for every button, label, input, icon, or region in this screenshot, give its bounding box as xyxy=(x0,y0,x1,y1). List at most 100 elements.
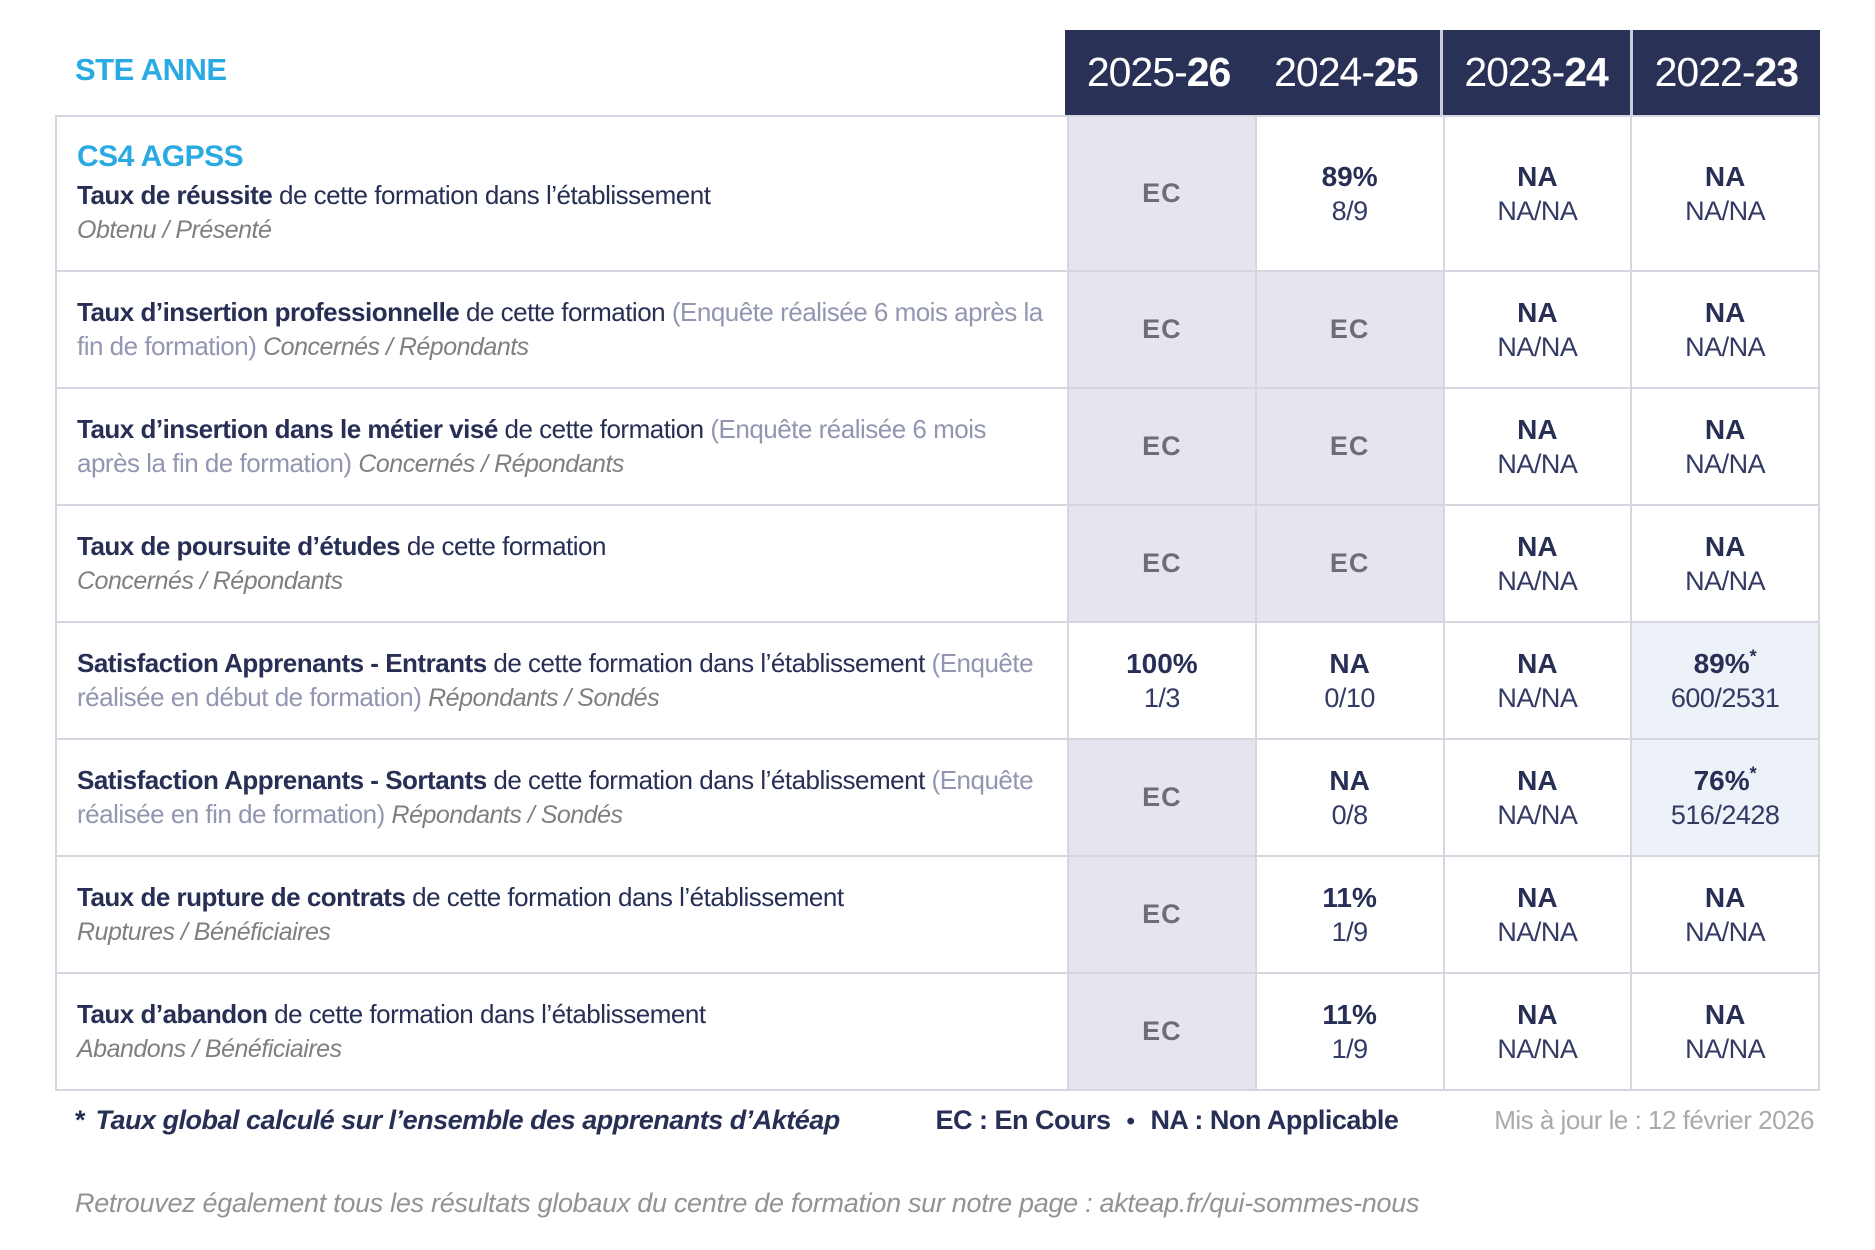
value-sub: NA/NA xyxy=(1497,1033,1578,1064)
metric-survey-note: (Enquête réalisée 6 mois après la fin de… xyxy=(77,413,986,479)
asterisk-note: * Taux global calculé sur l’ensemble des … xyxy=(75,1105,840,1136)
value-sub: 1/3 xyxy=(1143,682,1181,713)
value-sub: 1/9 xyxy=(1331,1033,1369,1064)
value-main: EC xyxy=(1142,548,1182,578)
table-row-insertion-metier-vise: Taux d’insertion dans le métier visé de … xyxy=(57,387,1818,504)
value-sub: NA/NA xyxy=(1685,331,1766,362)
metric-ratio-label: Répondants / Sondés xyxy=(391,801,623,830)
table-row-satisfaction-sortants: Satisfaction Apprenants - Sortants de ce… xyxy=(57,738,1818,855)
table-row-poursuite-etudes: Taux de poursuite d’études de cette form… xyxy=(57,504,1818,621)
value-main: NA xyxy=(1704,530,1746,562)
value-cell: NA NA/NA xyxy=(1630,857,1818,972)
global-rate-asterisk: * xyxy=(1749,646,1757,667)
metric-survey-note: (Enquête réalisée 6 mois après la fin de… xyxy=(77,296,1043,362)
value-cell: NA NA/NA xyxy=(1630,506,1818,621)
metric-ratio-label: Concernés / Répondants xyxy=(77,567,343,596)
year-prefix: 2023- xyxy=(1464,49,1565,95)
year-suffix: 24 xyxy=(1564,49,1609,95)
value-main: EC xyxy=(1142,431,1182,461)
value-cell: EC xyxy=(1254,506,1443,621)
value-sub: NA/NA xyxy=(1497,448,1578,479)
update-date: Mis à jour le : 12 février 2026 xyxy=(1494,1105,1814,1135)
course-title: CS4 AGPSS xyxy=(77,139,244,173)
global-rate-asterisk: * xyxy=(1749,763,1757,784)
value-sub: NA/NA xyxy=(1497,331,1578,362)
metric-label: Taux d’insertion professionnelle de cett… xyxy=(57,272,1067,387)
value-cell: NA 0/10 xyxy=(1254,623,1443,738)
metric-title: Satisfaction Apprenants - Entrants xyxy=(77,647,487,678)
value-sub: NA/NA xyxy=(1497,565,1578,596)
value-cell: EC xyxy=(1067,117,1255,270)
value-cell: 89%* 600/2531 xyxy=(1630,623,1818,738)
value-sub: NA/NA xyxy=(1685,565,1766,596)
value-main: 11% xyxy=(1322,881,1377,913)
year-prefix: 2024- xyxy=(1274,49,1375,95)
value-main: 76%* xyxy=(1694,763,1757,797)
value-sub: 600/2531 xyxy=(1670,682,1780,713)
value-sub: NA/NA xyxy=(1685,1033,1766,1064)
metric-title: Taux de poursuite d’études xyxy=(77,530,401,561)
value-main: NA xyxy=(1329,647,1370,679)
value-cell: EC xyxy=(1067,857,1255,972)
metric-title: Taux de rupture de contrats xyxy=(77,881,406,912)
metric-label: Taux de poursuite d’études de cette form… xyxy=(57,506,1067,621)
metric-text: Taux d’insertion professionnelle de cett… xyxy=(77,295,1053,364)
value-cell: EC xyxy=(1067,272,1255,387)
value-sub: 8/9 xyxy=(1331,195,1369,226)
metric-label: Taux d’insertion dans le métier visé de … xyxy=(57,389,1067,504)
value-main: NA xyxy=(1517,413,1558,445)
value-cell: NA NA/NA xyxy=(1442,506,1631,621)
value-cell: 11% 1/9 xyxy=(1254,974,1443,1089)
metric-label: Satisfaction Apprenants - Entrants de ce… xyxy=(57,623,1067,738)
metric-description: de cette formation dans l’établissement xyxy=(493,764,925,795)
value-cell: 100% 1/3 xyxy=(1067,623,1255,738)
metric-ratio-label: Ruptures / Bénéficiaires xyxy=(77,918,331,947)
year-suffix: 25 xyxy=(1374,49,1419,95)
legend: EC : En Cours • NA : Non Applicable xyxy=(936,1105,1399,1136)
metric-text: Taux de rupture de contrats de cette for… xyxy=(77,880,1053,949)
value-cell: NA NA/NA xyxy=(1442,857,1631,972)
value-number: 89% xyxy=(1693,647,1750,679)
metric-title: Satisfaction Apprenants - Sortants xyxy=(77,764,487,795)
metric-label: Taux d’abandon de cette formation dans l… xyxy=(57,974,1067,1089)
metric-text: Taux de poursuite d’études de cette form… xyxy=(77,529,1053,598)
value-cell: 11% 1/9 xyxy=(1254,857,1443,972)
value-main: EC xyxy=(1329,548,1370,578)
year-header-2024-25: 2024- 25 xyxy=(1252,30,1439,115)
value-main: 11% xyxy=(1322,998,1377,1030)
value-sub: NA/NA xyxy=(1685,448,1766,479)
value-cell: EC xyxy=(1067,506,1255,621)
value-main: NA xyxy=(1517,881,1558,913)
value-main: EC xyxy=(1142,314,1182,344)
value-cell: EC xyxy=(1067,389,1255,504)
value-cell: NA NA/NA xyxy=(1442,272,1631,387)
metric-description: de cette formation xyxy=(466,296,666,327)
value-main: NA xyxy=(1517,764,1558,796)
value-cell: EC xyxy=(1067,974,1255,1089)
asterisk-symbol: * xyxy=(75,1105,86,1135)
table-row-satisfaction-entrants: Satisfaction Apprenants - Entrants de ce… xyxy=(57,621,1818,738)
value-sub: 1/9 xyxy=(1331,916,1369,947)
metric-title: Taux d’insertion dans le métier visé xyxy=(77,413,498,444)
table-row-taux-de-reussite: CS4 AGPSS Taux de réussite de cette form… xyxy=(57,117,1818,270)
value-main: NA xyxy=(1704,998,1746,1030)
results-table: CS4 AGPSS Taux de réussite de cette form… xyxy=(55,115,1820,1091)
year-suffix: 23 xyxy=(1754,49,1800,95)
value-cell: NA NA/NA xyxy=(1630,974,1818,1089)
metric-ratio-label: Obtenu / Présenté xyxy=(77,216,272,245)
metric-text: Taux d’insertion dans le métier visé de … xyxy=(77,412,1053,481)
metric-label: Taux de rupture de contrats de cette for… xyxy=(57,857,1067,972)
website-note: Retrouvez également tous les résultats g… xyxy=(75,1188,1420,1218)
metric-survey-note: (Enquête réalisée en début de formation) xyxy=(77,647,1034,713)
year-header-bar: 2025- 26 2024- 25 2023- 24 2022- 23 xyxy=(1065,30,1820,115)
metric-ratio-label: Concernés / Répondants xyxy=(358,450,624,479)
metric-description: de cette formation dans l’établissement xyxy=(279,179,711,210)
value-main: EC xyxy=(1142,782,1182,812)
metric-text: Taux d’abandon de cette formation dans l… xyxy=(77,997,1053,1066)
value-cell: EC xyxy=(1254,272,1443,387)
year-prefix: 2025- xyxy=(1086,49,1188,95)
value-cell: NA NA/NA xyxy=(1442,389,1631,504)
value-sub: NA/NA xyxy=(1497,195,1578,226)
legend-bullet: • xyxy=(1126,1108,1135,1135)
metric-description: de cette formation dans l’établissement xyxy=(412,881,844,912)
